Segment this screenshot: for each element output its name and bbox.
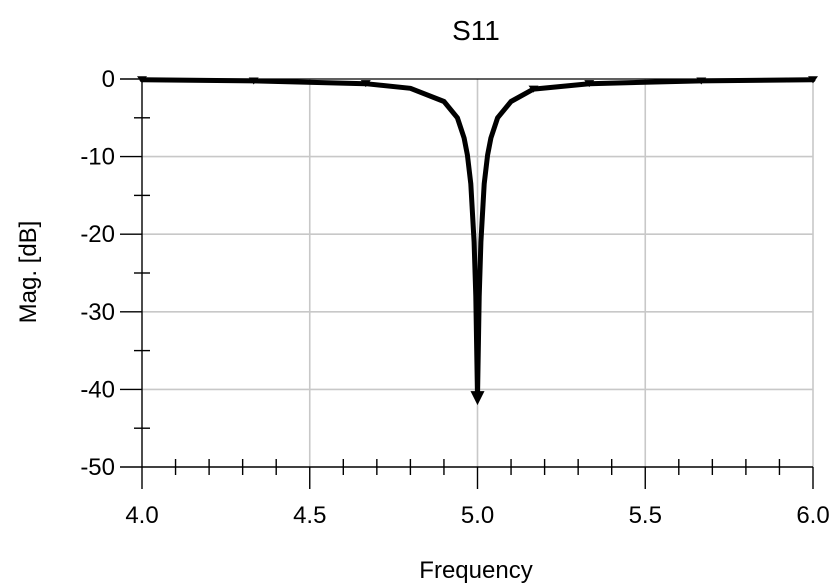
chart-title: S11 [452,15,500,46]
tick-labels: 0 -10 -20 -30 -40 -50 4.0 4.5 5.0 5.5 6.0 [80,66,829,529]
x-tick-label-0: 4.0 [125,502,158,529]
x-tick-label-1: 4.5 [293,502,326,529]
x-tick-label-2: 5.0 [461,502,494,529]
y-tick-label-0: 0 [102,66,115,93]
y-tick-label-1: -10 [80,144,115,171]
x-tick-label-4: 6.0 [796,502,829,529]
series-marker-0 [137,76,147,84]
ticks [120,78,814,489]
x-tick-label-3: 5.5 [629,502,662,529]
series-marker-1 [248,77,259,85]
series-marker-3 [470,391,485,406]
y-tick-label-5: -50 [80,454,115,481]
series [137,76,818,406]
series-marker-4 [528,85,539,93]
series-marker-2 [360,80,371,88]
y-tick-label-2: -20 [80,221,115,248]
y-tick-label-4: -40 [80,376,115,403]
y-axis-title: Mag. [dB] [15,221,42,324]
x-axis-title: Frequency [419,557,532,584]
series-marker-5 [584,80,595,88]
y-tick-label-3: -30 [80,299,115,326]
series-marker-6 [696,77,707,85]
series-marker-7 [808,76,818,84]
